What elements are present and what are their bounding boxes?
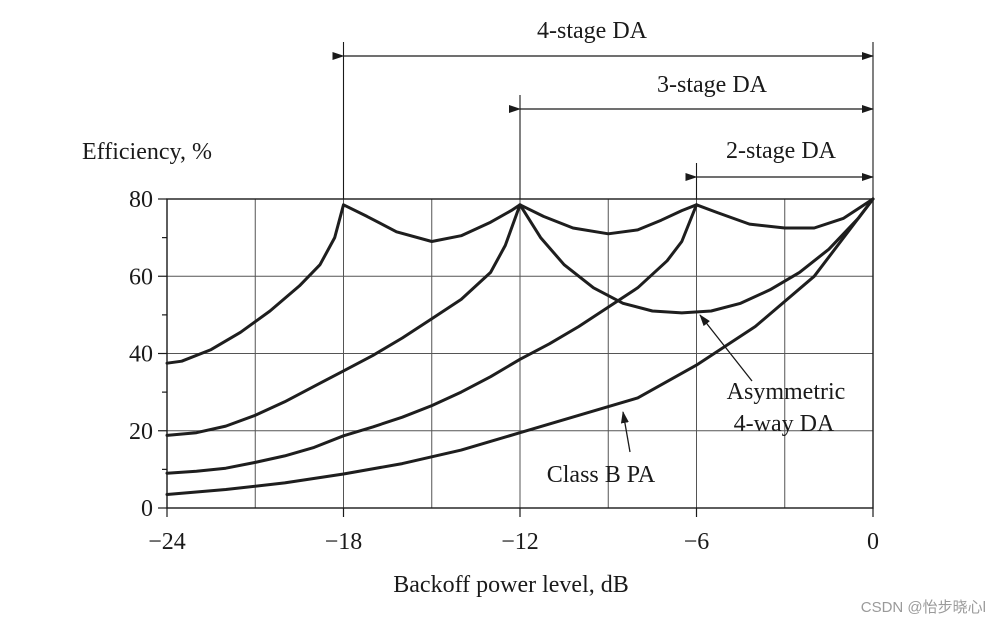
y-tick-label: 60 xyxy=(129,264,153,290)
y-tick-label: 0 xyxy=(141,496,153,522)
grid xyxy=(167,199,873,508)
y-axis-title: Efficiency, % xyxy=(82,139,212,165)
stage-dimension-lines xyxy=(332,42,874,199)
x-tick-label: 0 xyxy=(867,529,879,555)
x-tick-label: −24 xyxy=(148,529,186,555)
efficiency-curve xyxy=(165,203,522,365)
label-3-stage-da: 3-stage DA xyxy=(657,72,768,98)
efficiency-curve xyxy=(518,203,698,236)
efficiency-curve xyxy=(518,197,875,315)
x-tick-label: −18 xyxy=(325,529,363,555)
label-4-stage-da: 4-stage DA xyxy=(537,18,648,44)
x-tick-label: −6 xyxy=(684,529,710,555)
y-tick-label: 20 xyxy=(129,419,153,445)
y-tick-label: 80 xyxy=(129,187,153,213)
x-tick-label: −12 xyxy=(501,529,539,555)
y-tick-label: 40 xyxy=(129,342,153,368)
label-class-b-pa: Class B PA xyxy=(547,462,656,488)
efficiency-curve xyxy=(165,203,698,475)
class-b-pointer xyxy=(620,411,631,453)
efficiency-curve xyxy=(695,197,875,230)
asymmetric-pointer xyxy=(699,314,753,382)
label-asymmetric: Asymmetric xyxy=(727,379,846,405)
efficiency-curve xyxy=(165,203,522,437)
x-axis-title: Backoff power level, dB xyxy=(393,572,629,598)
efficiency-curves xyxy=(165,197,875,496)
axis-ticks: 0 20 40 60 80 −24 −18 −12 −6 0 xyxy=(129,187,879,555)
watermark: CSDN @怡步晓心l xyxy=(861,599,986,616)
label-4-way-da: 4-way DA xyxy=(734,411,835,437)
efficiency-curve xyxy=(165,197,875,496)
label-2-stage-da: 2-stage DA xyxy=(726,138,837,164)
